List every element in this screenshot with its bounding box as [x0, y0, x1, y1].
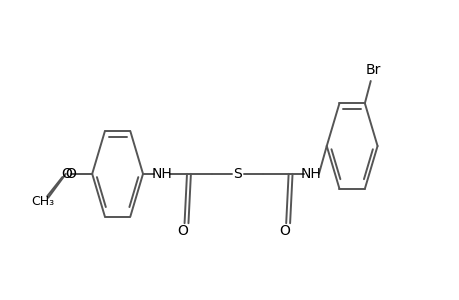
Text: NH: NH: [151, 167, 172, 181]
Text: O: O: [278, 224, 289, 238]
Text: Br: Br: [365, 63, 381, 77]
Text: NH: NH: [300, 167, 320, 181]
Text: O: O: [177, 224, 188, 238]
Text: O: O: [65, 167, 75, 181]
Text: CH₃: CH₃: [31, 195, 54, 208]
Text: O: O: [61, 167, 72, 181]
Text: S: S: [233, 167, 242, 181]
